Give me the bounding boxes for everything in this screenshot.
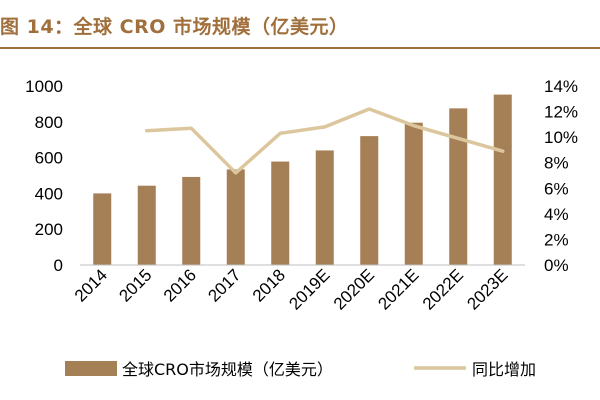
figure-header: 图 14：全球 CRO 市场规模（亿美元） xyxy=(0,0,600,50)
y-left-tick-label: 800 xyxy=(35,113,63,132)
legend-swatch-bar xyxy=(65,361,117,376)
x-tick-label: 2017 xyxy=(204,265,244,305)
x-tick-label: 2019E xyxy=(285,265,333,313)
growth-line xyxy=(145,107,505,175)
legend-label-line: 同比增加 xyxy=(472,360,536,379)
bar xyxy=(226,169,245,265)
y-right-tick-label: 8% xyxy=(544,154,569,173)
y-left-tick-label: 0 xyxy=(54,256,63,275)
y-right-tick-label: 14% xyxy=(544,77,578,96)
bar xyxy=(315,150,334,265)
bar xyxy=(449,108,468,265)
bar xyxy=(404,122,423,265)
bar xyxy=(93,193,112,265)
x-tick-label: 2022E xyxy=(419,265,467,313)
bar xyxy=(137,185,156,265)
bar xyxy=(182,176,201,265)
chart-title: 图 14：全球 CRO 市场规模（亿美元） xyxy=(0,16,349,38)
y-right-tick-label: 2% xyxy=(544,230,569,249)
y-left-tick-label: 200 xyxy=(35,220,63,239)
x-tick-label: 2014 xyxy=(71,265,111,305)
bar xyxy=(271,161,290,265)
x-tick-label: 2021E xyxy=(374,265,422,313)
x-tick-label: 2018 xyxy=(249,265,289,305)
y-left-tick-label: 1000 xyxy=(25,77,63,96)
y-left-tick-label: 400 xyxy=(35,184,63,203)
bar xyxy=(493,94,512,265)
x-tick-label: 2016 xyxy=(160,265,200,305)
y-right-tick-label: 6% xyxy=(544,179,569,198)
plot-area: 0 200 400 600 800 1000 0% 2% 4% 6% 8% 10% 12% 14% 2014… xyxy=(25,77,578,314)
legend-label-bar: 全球CRO市场规模（亿美元） xyxy=(122,360,333,379)
x-tick-label: 2015 xyxy=(115,265,155,305)
x-tick-label: 2020E xyxy=(330,265,378,313)
legend: 全球CRO市场规模（亿美元） 同比增加 xyxy=(65,360,536,379)
x-tick-label: 2023E xyxy=(463,265,511,313)
y-right-tick-label: 4% xyxy=(544,205,569,224)
bar xyxy=(360,136,379,265)
y-right-tick-label: 10% xyxy=(544,128,578,147)
y-left-tick-label: 600 xyxy=(35,149,63,168)
y-right-tick-label: 12% xyxy=(544,103,578,122)
title-divider xyxy=(0,47,600,49)
y-right-tick-label: 0% xyxy=(544,256,569,275)
